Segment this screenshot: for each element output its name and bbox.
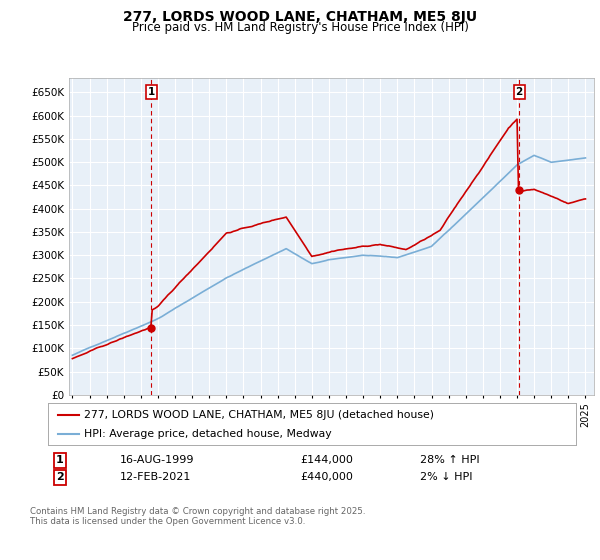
Text: 1: 1: [148, 87, 155, 97]
Text: Contains HM Land Registry data © Crown copyright and database right 2025.
This d: Contains HM Land Registry data © Crown c…: [30, 507, 365, 526]
Text: 16-AUG-1999: 16-AUG-1999: [120, 455, 194, 465]
Text: Price paid vs. HM Land Registry's House Price Index (HPI): Price paid vs. HM Land Registry's House …: [131, 21, 469, 34]
Text: 277, LORDS WOOD LANE, CHATHAM, ME5 8JU (detached house): 277, LORDS WOOD LANE, CHATHAM, ME5 8JU (…: [84, 409, 434, 419]
Text: 12-FEB-2021: 12-FEB-2021: [120, 472, 191, 482]
Text: 2% ↓ HPI: 2% ↓ HPI: [420, 472, 473, 482]
Text: 2: 2: [56, 472, 64, 482]
Text: HPI: Average price, detached house, Medway: HPI: Average price, detached house, Medw…: [84, 429, 332, 439]
Text: 28% ↑ HPI: 28% ↑ HPI: [420, 455, 479, 465]
Text: 277, LORDS WOOD LANE, CHATHAM, ME5 8JU: 277, LORDS WOOD LANE, CHATHAM, ME5 8JU: [123, 10, 477, 24]
Text: £440,000: £440,000: [300, 472, 353, 482]
Text: 2: 2: [515, 87, 523, 97]
Text: 1: 1: [56, 455, 64, 465]
Text: £144,000: £144,000: [300, 455, 353, 465]
